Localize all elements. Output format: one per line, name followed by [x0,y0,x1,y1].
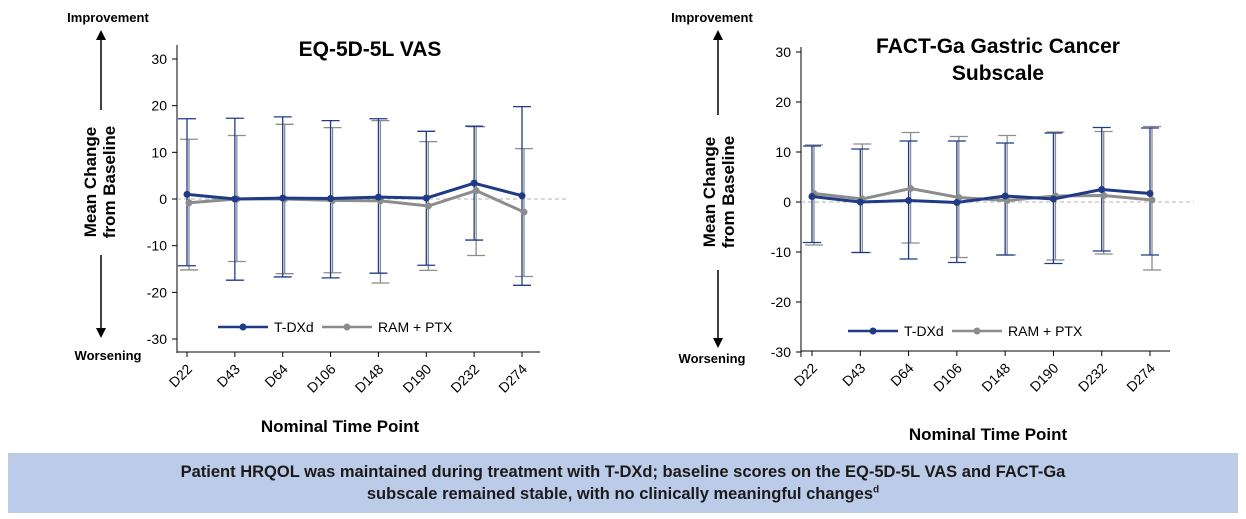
x-tick-label: D190 [399,361,434,396]
y-tick-label: 10 [775,144,791,160]
y-tick-label: -20 [771,294,791,310]
eq5d-vas-chart: Improvement Worsening Mean Changefrom Base… [67,10,568,436]
legend-label: RAM + PTX [378,319,453,335]
y-tick-label: 30 [775,44,791,60]
legend-label: RAM + PTX [1008,323,1083,339]
x-tick-label: D22 [791,360,821,390]
summary-line-1: Patient HRQOL was maintained during trea… [180,463,1066,481]
worsening-arrow-head [96,328,106,338]
data-point-ram-ptx [1100,192,1108,199]
summary-banner: Patient HRQOL was maintained during trea… [8,453,1238,513]
x-tick-label: D64 [887,360,917,390]
improvement-arrow-head [713,30,723,40]
x-tick-label: D106 [930,360,965,395]
x-tick-label: D232 [447,361,482,396]
data-point-tdxd [327,195,335,203]
data-point-ram-ptx [185,199,193,207]
data-point-tdxd [183,190,191,198]
y-axis-label: Mean Changefrom Baseline [81,126,119,238]
data-point-tdxd [470,179,478,187]
x-axis-label: Nominal Time Point [261,417,420,436]
y-axis-label-line: from Baseline [100,126,119,238]
x-tick-label: D190 [1027,360,1062,395]
legend-label: T-DXd [274,319,314,335]
data-point-tdxd [374,193,382,201]
y-axis-label-line: Mean Change [700,137,719,248]
x-tick-label: D274 [495,361,530,396]
data-point-tdxd [1098,186,1106,193]
legend-marker [869,327,877,335]
x-tick-label: D106 [304,361,339,396]
data-point-tdxd [1001,192,1009,200]
data-point-ram-ptx [907,185,915,192]
y-tick-label: 10 [151,144,167,160]
x-tick-label: D148 [352,361,387,396]
y-axis-label: Mean Changefrom Baseline [700,136,738,248]
y-tick-label: 20 [151,98,167,114]
x-tick-label: D64 [261,361,291,391]
chart-title: EQ-5D-5L VAS [299,38,442,61]
y-tick-label: 0 [159,191,167,207]
data-point-ram-ptx [424,202,432,210]
legend-marker [973,327,981,335]
series-line-tdxd [186,181,523,201]
y-tick-label: -30 [771,344,791,360]
y-tick-label: -30 [147,331,167,347]
x-tick-label: D43 [839,360,869,390]
improvement-label: Improvement [671,10,753,25]
series-line-tdxd [811,187,1151,205]
chart-title: Subscale [952,62,1044,85]
x-tick-label: D232 [1075,360,1110,395]
y-tick-label: 20 [775,94,791,110]
data-point-ram-ptx [1148,196,1156,204]
y-axis-label-line: from Baseline [719,136,738,248]
data-point-tdxd [279,194,287,202]
data-point-tdxd [808,193,816,200]
legend-label: T-DXd [904,323,944,339]
chart-title: FACT-Ga Gastric Cancer [876,35,1120,58]
data-point-tdxd [422,194,430,202]
summary-line-2-text: subscale remained stable, with no clinic… [366,485,874,503]
x-tick-label: D43 [214,361,244,391]
data-point-tdxd [856,198,864,206]
legend-marker [343,323,351,331]
footnote-marker: d [873,484,880,496]
x-tick-label: D22 [166,361,196,391]
x-tick-label: D274 [1123,360,1158,395]
y-tick-label: -10 [771,244,791,260]
y-axis-label-line: Mean Change [81,127,100,238]
data-point-ram-ptx [520,208,528,216]
worsening-label: Worsening [679,351,746,366]
x-axis-label: Nominal Time Point [909,425,1068,444]
data-point-tdxd [518,192,526,200]
improvement-label: Improvement [67,10,149,25]
x-tick-label: D148 [978,360,1013,395]
fact-ga-chart: Improvement Worsening Mean Changefrom Base… [671,10,1194,444]
data-point-tdxd [905,197,913,204]
summary-line-2: subscale remained stable, with no clinic… [367,483,879,505]
data-point-ram-ptx [472,187,480,195]
data-point-tdxd [1049,195,1057,203]
y-tick-label: 0 [783,194,791,210]
y-tick-label: 30 [151,51,167,67]
data-point-tdxd [953,199,961,206]
worsening-arrow-head [713,338,723,348]
worsening-label: Worsening [75,348,142,363]
y-tick-label: -10 [147,238,167,254]
y-tick-label: -20 [147,284,167,300]
data-point-tdxd [231,195,239,203]
data-point-tdxd [1146,190,1154,197]
improvement-arrow-head [96,30,106,40]
legend-marker [239,323,247,331]
